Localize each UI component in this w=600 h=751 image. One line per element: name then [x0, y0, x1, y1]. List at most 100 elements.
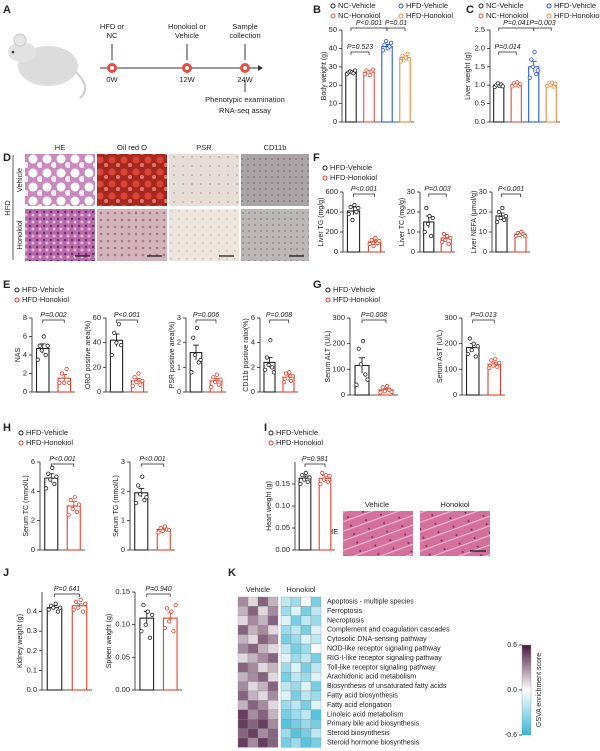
heatmap-cell — [300, 672, 312, 682]
y-tick-label: 50 — [329, 25, 337, 34]
data-point — [489, 358, 494, 363]
y-tick-label: 2 — [23, 368, 27, 377]
heatmap-cell — [280, 681, 292, 692]
data-point — [382, 389, 387, 394]
legend-marker — [546, 3, 552, 9]
y-axis-label: Spleen weight (g) — [106, 614, 113, 668]
data-point — [422, 229, 427, 235]
y-axis-label: Serum TC (mmol/L) — [23, 475, 30, 536]
data-point — [62, 380, 67, 385]
heatmap-cell — [300, 662, 312, 673]
data-point — [57, 380, 62, 385]
heatmap-cell — [290, 653, 302, 663]
data-point — [321, 477, 327, 482]
histology-image — [241, 209, 309, 261]
y-axis-label: Kidney weight (g) — [17, 614, 24, 668]
heatmap-cell — [290, 615, 302, 626]
heatmap-cell — [267, 625, 279, 635]
data-point — [138, 492, 143, 497]
heatmap-cell — [290, 606, 302, 616]
heatmap-cell — [267, 709, 279, 720]
p-value: P=0.641 — [54, 586, 80, 593]
data-point — [425, 221, 431, 227]
legend-label: HFD-Vehicle — [26, 428, 68, 437]
data-point — [493, 356, 498, 362]
legend-label: HFD-Honokiol — [554, 11, 600, 20]
heatmap-cell — [300, 709, 312, 720]
legend-marker — [18, 430, 24, 436]
data-point — [289, 378, 294, 383]
heatmap-cell — [280, 615, 292, 626]
heatmap-cell — [257, 653, 269, 663]
p-value: P=0.006 — [193, 312, 219, 319]
y-axis-label: Liver weight (g) — [465, 52, 472, 100]
heatmap-cell — [267, 615, 279, 626]
heatmap-cell — [300, 690, 312, 701]
data-point — [147, 635, 153, 640]
event-label: Vehicle — [175, 31, 199, 40]
heatmap-cell — [267, 737, 279, 748]
data-point — [150, 612, 155, 617]
mouse-illustration — [8, 33, 87, 99]
y-tick-label: 2.5 — [475, 25, 485, 34]
data-point — [487, 365, 492, 371]
data-point — [264, 355, 269, 360]
heatmap-cell — [290, 672, 302, 682]
stain-header: PSR — [196, 143, 212, 152]
p-value: P=0.041 — [503, 20, 529, 27]
y-tick-label: 0.00 — [115, 685, 130, 694]
y-tick-label: 30 — [407, 187, 415, 196]
y-tick-label: 0 — [483, 247, 487, 256]
data-point — [424, 205, 429, 211]
heatmap-cell — [300, 653, 312, 663]
data-point — [469, 347, 474, 353]
data-point — [58, 605, 63, 610]
data-point — [68, 498, 73, 503]
y-tick-label: 0.4 — [27, 607, 37, 616]
y-tick-label: 0.0 — [27, 685, 37, 694]
p-value: P<0.001 — [498, 186, 524, 193]
heatmap-cell — [300, 625, 312, 635]
y-tick-label: 200 — [325, 227, 338, 236]
data-point — [380, 385, 385, 390]
data-point — [141, 602, 146, 608]
y-tick-label: 400 — [325, 207, 338, 216]
legend-label: HFD-Vehicle — [333, 285, 375, 294]
data-point — [367, 241, 372, 247]
data-point — [282, 380, 287, 385]
legend-label: HFD-Vehicle — [330, 163, 372, 172]
y-tick-label: 1.0 — [475, 80, 485, 89]
p-value: P=0.008 — [266, 312, 292, 319]
data-point — [380, 48, 385, 53]
heatmap-cell — [280, 653, 292, 663]
heatmap-cell — [300, 719, 312, 729]
data-point — [59, 371, 64, 376]
p-value: P=0.940 — [145, 586, 171, 593]
heatmap-cell — [290, 634, 302, 645]
heatmap-cell — [247, 643, 259, 654]
legend-label: HFD-Vehicle — [276, 428, 318, 437]
data-point — [66, 380, 72, 385]
y-axis-label: Heart weight (g) — [266, 481, 273, 531]
data-point — [140, 474, 145, 479]
heatmap-cell — [257, 700, 269, 710]
data-point — [325, 479, 330, 484]
time-label: 0W — [106, 75, 118, 84]
pathway-label: Steroid biosynthesis — [327, 730, 390, 737]
heatmap-cell — [267, 672, 279, 682]
heatmap-cell — [310, 615, 322, 626]
y-tick-label: 300 — [444, 313, 457, 322]
pathway-label: RIG-I-like receptor signaling pathway — [327, 655, 442, 662]
y-axis-label: Body weight (g) — [321, 52, 328, 101]
heatmap-cell — [247, 615, 259, 626]
y-tick-label: 4 — [251, 338, 255, 347]
histology-image — [97, 209, 167, 261]
data-point — [116, 322, 121, 327]
legend-label: HFD-Vehicle — [554, 1, 596, 10]
heatmap-cell — [280, 662, 292, 673]
p-value: P<0.001 — [114, 312, 140, 319]
histology-image — [169, 209, 239, 261]
legend-marker — [268, 430, 274, 436]
heatmap-cell — [237, 615, 249, 626]
data-point — [473, 354, 478, 359]
